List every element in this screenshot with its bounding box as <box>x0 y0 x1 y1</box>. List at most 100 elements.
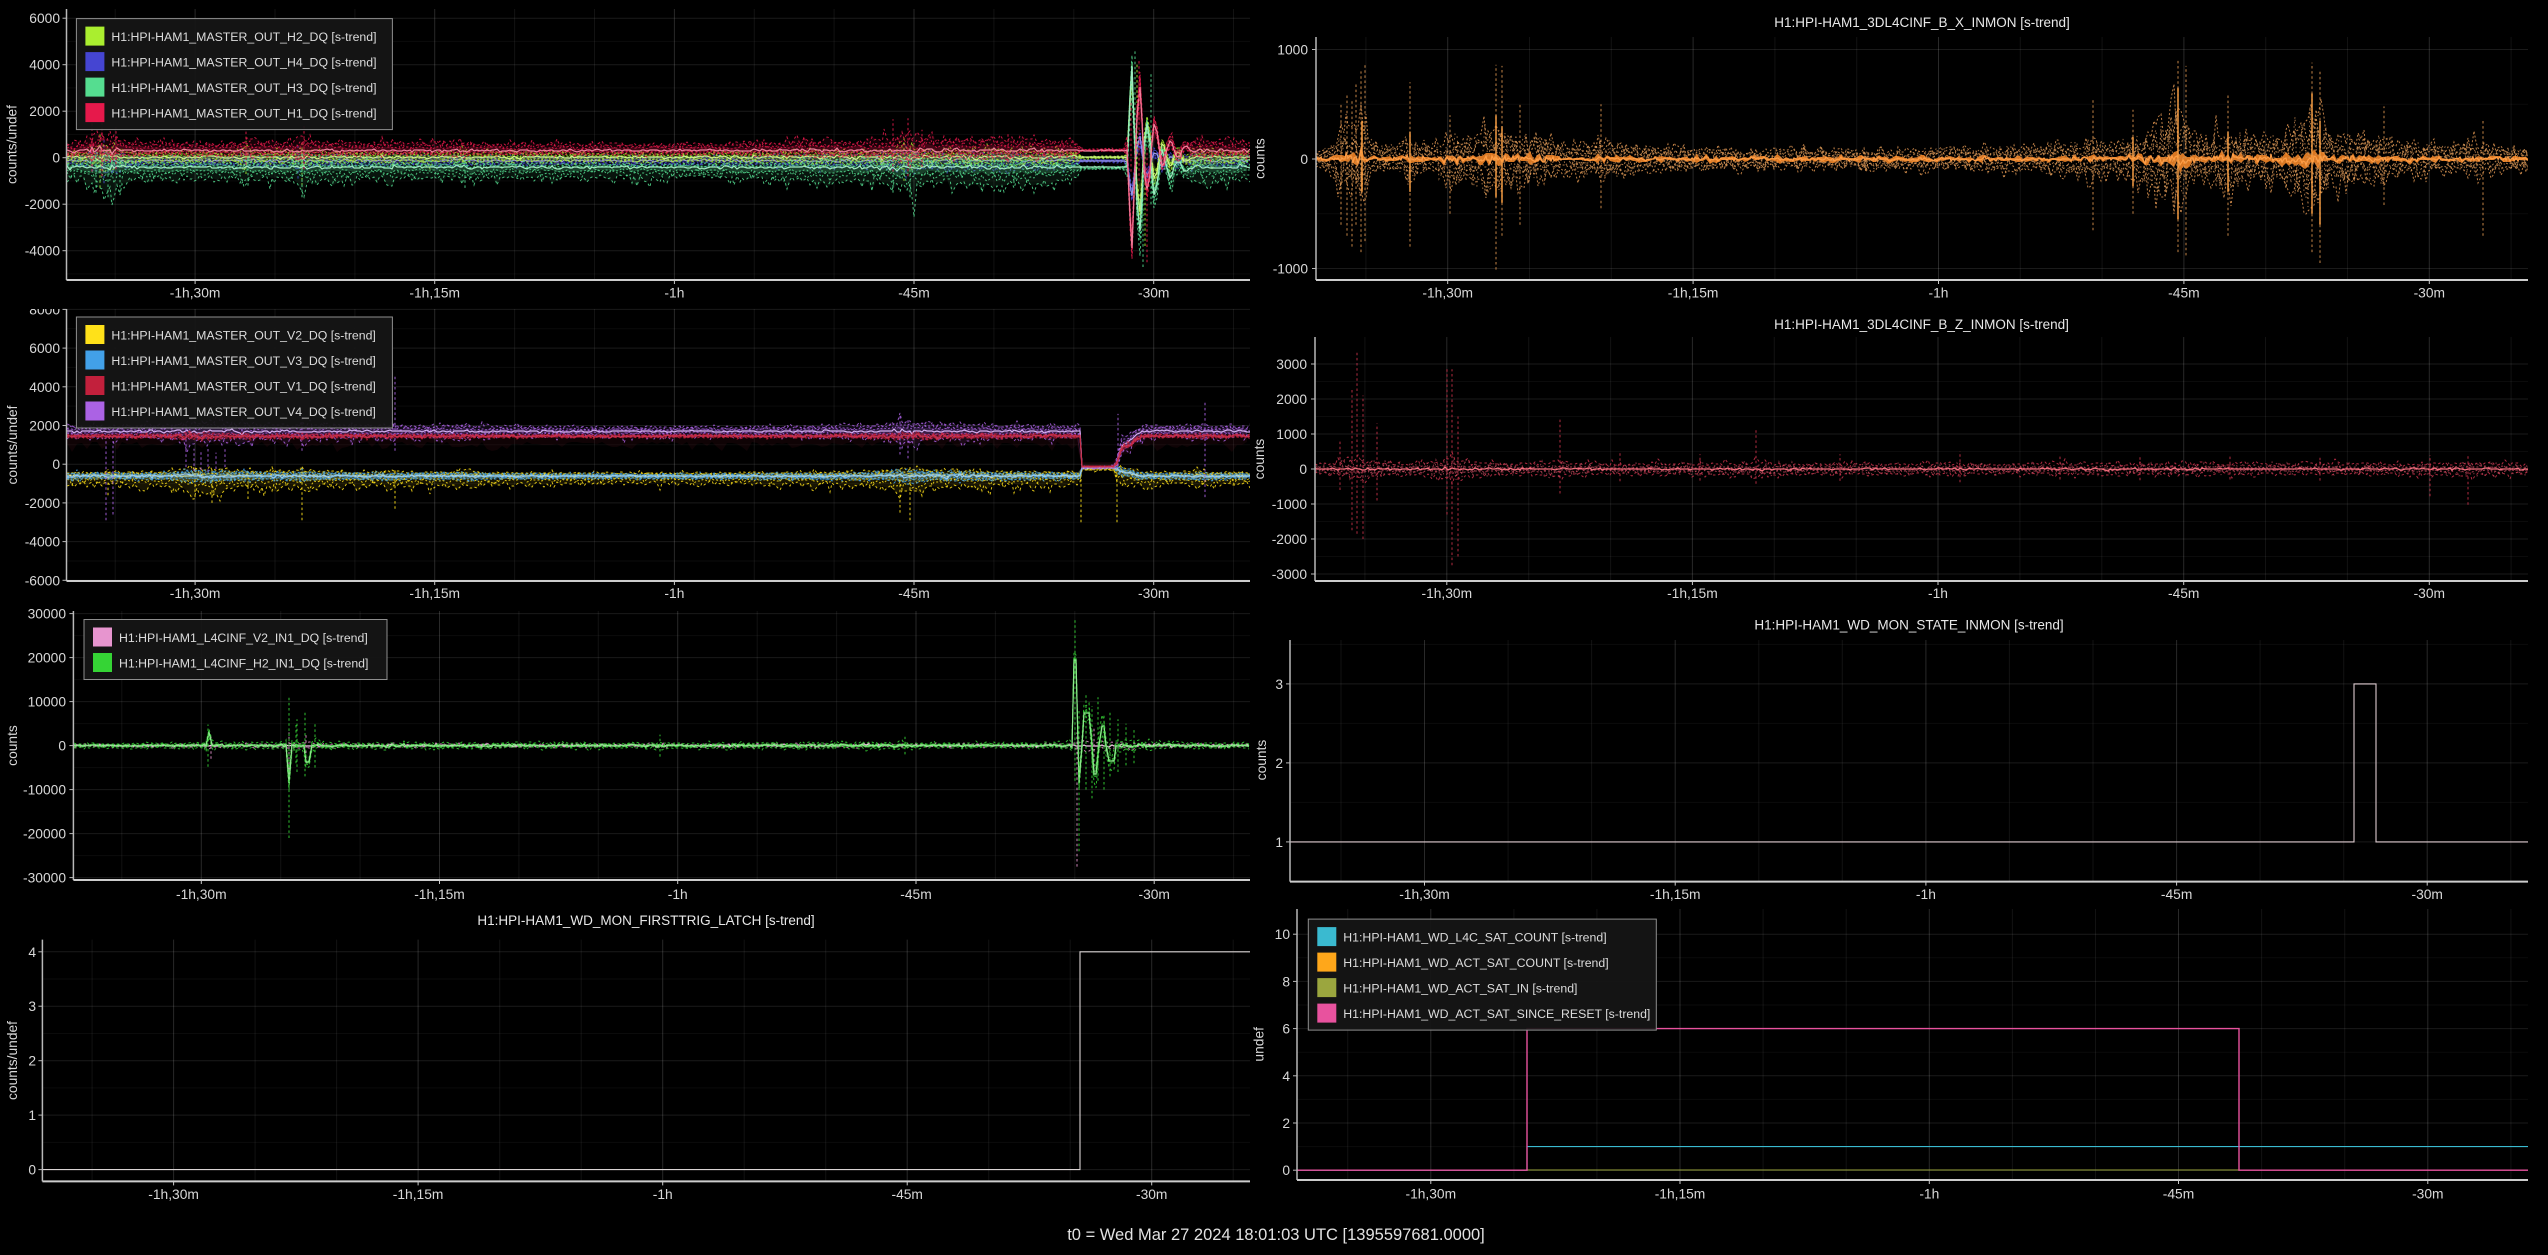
svg-text:-1h,15m: -1h,15m <box>414 887 465 902</box>
svg-text:-1h: -1h <box>668 887 688 902</box>
svg-text:-1h: -1h <box>1929 286 1949 301</box>
svg-text:H1:HPI-HAM1_L4CINF_V2_IN1_DQ [: H1:HPI-HAM1_L4CINF_V2_IN1_DQ [s-trend] <box>119 631 368 645</box>
svg-text:t0 = Wed Mar 27 2024 18:01:03: t0 = Wed Mar 27 2024 18:01:03 UTC [13955… <box>1067 1226 1485 1244</box>
svg-text:2: 2 <box>1275 756 1283 771</box>
svg-text:-30m: -30m <box>1138 286 1169 301</box>
svg-text:30000: 30000 <box>28 607 67 622</box>
svg-text:counts/undef: counts/undef <box>5 105 20 184</box>
svg-text:1: 1 <box>28 1108 36 1123</box>
svg-text:H1:HPI-HAM1_WD_ACT_SAT_SINCE_R: H1:HPI-HAM1_WD_ACT_SAT_SINCE_RESET [s-tr… <box>1343 1007 1650 1021</box>
svg-text:-45m: -45m <box>2168 586 2199 601</box>
svg-text:-4000: -4000 <box>25 535 61 550</box>
svg-text:1: 1 <box>1275 835 1283 850</box>
svg-text:6000: 6000 <box>29 11 60 26</box>
svg-text:counts: counts <box>5 725 20 766</box>
svg-text:counts: counts <box>1253 138 1268 179</box>
svg-text:-45m: -45m <box>2168 286 2199 301</box>
svg-text:-45m: -45m <box>898 286 929 301</box>
svg-text:H1:HPI-HAM1_WD_L4C_SAT_COUNT [: H1:HPI-HAM1_WD_L4C_SAT_COUNT [s-trend] <box>1343 931 1606 945</box>
svg-text:-1h: -1h <box>653 1187 673 1202</box>
svg-text:-1h,30m: -1h,30m <box>1405 1187 1456 1202</box>
svg-text:0: 0 <box>1300 152 1308 167</box>
svg-text:-45m: -45m <box>891 1187 922 1202</box>
svg-text:H1:HPI-HAM1_MASTER_OUT_H4_DQ [: H1:HPI-HAM1_MASTER_OUT_H4_DQ [s-trend] <box>111 56 376 70</box>
svg-text:-1h,15m: -1h,15m <box>1650 887 1701 902</box>
svg-text:-30m: -30m <box>2412 1187 2443 1202</box>
svg-text:-30m: -30m <box>1138 887 1169 902</box>
svg-text:-1h: -1h <box>1928 586 1948 601</box>
svg-text:4000: 4000 <box>29 58 60 73</box>
svg-text:10000: 10000 <box>28 695 67 710</box>
svg-text:-1h,30m: -1h,30m <box>1399 887 1450 902</box>
svg-text:-1h: -1h <box>1919 1187 1939 1202</box>
svg-text:0: 0 <box>58 739 66 754</box>
svg-text:-30000: -30000 <box>23 871 66 886</box>
svg-text:-1000: -1000 <box>1272 497 1308 512</box>
svg-text:1000: 1000 <box>1276 427 1307 442</box>
svg-text:0: 0 <box>52 151 60 166</box>
svg-text:H1:HPI-HAM1_3DL4CINF_B_X_INMON: H1:HPI-HAM1_3DL4CINF_B_X_INMON [s-trend] <box>1774 15 2070 30</box>
svg-text:2: 2 <box>28 1054 36 1069</box>
svg-text:20000: 20000 <box>28 651 67 666</box>
svg-text:H1:HPI-HAM1_MASTER_OUT_V3_DQ [: H1:HPI-HAM1_MASTER_OUT_V3_DQ [s-trend] <box>111 354 375 368</box>
svg-text:-1h,30m: -1h,30m <box>176 887 227 902</box>
svg-text:0: 0 <box>52 457 60 472</box>
svg-text:-45m: -45m <box>2163 1187 2194 1202</box>
svg-text:3000: 3000 <box>1276 357 1307 372</box>
svg-text:2000: 2000 <box>29 419 60 434</box>
svg-text:6000: 6000 <box>29 341 60 356</box>
svg-text:H1:HPI-HAM1_3DL4CINF_B_Z_INMON: H1:HPI-HAM1_3DL4CINF_B_Z_INMON [s-trend] <box>1774 317 2069 332</box>
svg-text:counts/undef: counts/undef <box>5 1021 20 1100</box>
svg-text:-45m: -45m <box>2161 887 2192 902</box>
svg-text:-1h: -1h <box>664 286 684 301</box>
svg-text:2000: 2000 <box>29 104 60 119</box>
svg-text:H1:HPI-HAM1_MASTER_OUT_H2_DQ [: H1:HPI-HAM1_MASTER_OUT_H2_DQ [s-trend] <box>111 30 376 44</box>
svg-text:4: 4 <box>28 945 36 960</box>
svg-text:-4000: -4000 <box>25 244 61 259</box>
svg-text:-30m: -30m <box>1136 1187 1167 1202</box>
svg-text:1000: 1000 <box>1277 43 1308 58</box>
svg-text:H1:HPI-HAM1_WD_ACT_SAT_COUNT [: H1:HPI-HAM1_WD_ACT_SAT_COUNT [s-trend] <box>1343 956 1608 970</box>
svg-text:0: 0 <box>1299 462 1307 477</box>
svg-text:-30m: -30m <box>2411 887 2442 902</box>
svg-text:H1:HPI-HAM1_MASTER_OUT_V1_DQ [: H1:HPI-HAM1_MASTER_OUT_V1_DQ [s-trend] <box>111 380 375 394</box>
svg-text:H1:HPI-HAM1_L4CINF_H2_IN1_DQ [: H1:HPI-HAM1_L4CINF_H2_IN1_DQ [s-trend] <box>119 657 368 671</box>
svg-text:-1h,15m: -1h,15m <box>409 286 460 301</box>
svg-text:0: 0 <box>1282 1163 1290 1178</box>
svg-text:H1:HPI-HAM1_MASTER_OUT_V4_DQ [: H1:HPI-HAM1_MASTER_OUT_V4_DQ [s-trend] <box>111 405 375 419</box>
svg-text:4: 4 <box>1282 1069 1290 1084</box>
svg-text:3: 3 <box>28 999 36 1014</box>
svg-text:6: 6 <box>1282 1022 1290 1037</box>
svg-text:2: 2 <box>1282 1116 1290 1131</box>
svg-text:-30m: -30m <box>2414 586 2445 601</box>
svg-text:counts/undef: counts/undef <box>5 405 20 484</box>
svg-text:-45m: -45m <box>900 887 931 902</box>
svg-text:counts: counts <box>1254 740 1269 781</box>
svg-text:-20000: -20000 <box>23 827 66 842</box>
svg-text:H1:HPI-HAM1_WD_ACT_SAT_IN [s-t: H1:HPI-HAM1_WD_ACT_SAT_IN [s-trend] <box>1343 982 1577 996</box>
svg-text:8000: 8000 <box>29 302 60 317</box>
svg-text:-1h,15m: -1h,15m <box>409 586 460 601</box>
svg-text:-1h,30m: -1h,30m <box>170 586 221 601</box>
svg-text:-6000: -6000 <box>25 573 61 588</box>
svg-text:-1h: -1h <box>1916 887 1936 902</box>
svg-text:-1h,30m: -1h,30m <box>148 1187 199 1202</box>
svg-text:-2000: -2000 <box>1272 532 1308 547</box>
svg-text:-1000: -1000 <box>1273 262 1309 277</box>
svg-text:-10000: -10000 <box>23 783 66 798</box>
svg-text:-2000: -2000 <box>25 496 61 511</box>
svg-text:-1h,15m: -1h,15m <box>1655 1187 1706 1202</box>
svg-text:-1h,30m: -1h,30m <box>1421 586 1472 601</box>
svg-text:-3000: -3000 <box>1272 567 1308 582</box>
svg-text:-30m: -30m <box>1138 586 1169 601</box>
svg-text:0: 0 <box>28 1163 36 1178</box>
svg-text:10: 10 <box>1275 927 1291 942</box>
svg-text:4000: 4000 <box>29 380 60 395</box>
svg-text:-1h,15m: -1h,15m <box>1667 586 1718 601</box>
svg-text:H1:HPI-HAM1_MASTER_OUT_H1_DQ [: H1:HPI-HAM1_MASTER_OUT_H1_DQ [s-trend] <box>111 107 376 121</box>
svg-text:undef: undef <box>1252 1027 1267 1062</box>
svg-text:H1:HPI-HAM1_MASTER_OUT_H3_DQ [: H1:HPI-HAM1_MASTER_OUT_H3_DQ [s-trend] <box>111 81 376 95</box>
svg-text:H1:HPI-HAM1_WD_MON_STATE_INMON: H1:HPI-HAM1_WD_MON_STATE_INMON [s-trend] <box>1754 618 2063 633</box>
svg-text:H1:HPI-HAM1_MASTER_OUT_V2_DQ [: H1:HPI-HAM1_MASTER_OUT_V2_DQ [s-trend] <box>111 329 375 343</box>
svg-text:H1:HPI-HAM1_WD_MON_FIRSTTRIG_L: H1:HPI-HAM1_WD_MON_FIRSTTRIG_LATCH [s-tr… <box>477 913 814 928</box>
